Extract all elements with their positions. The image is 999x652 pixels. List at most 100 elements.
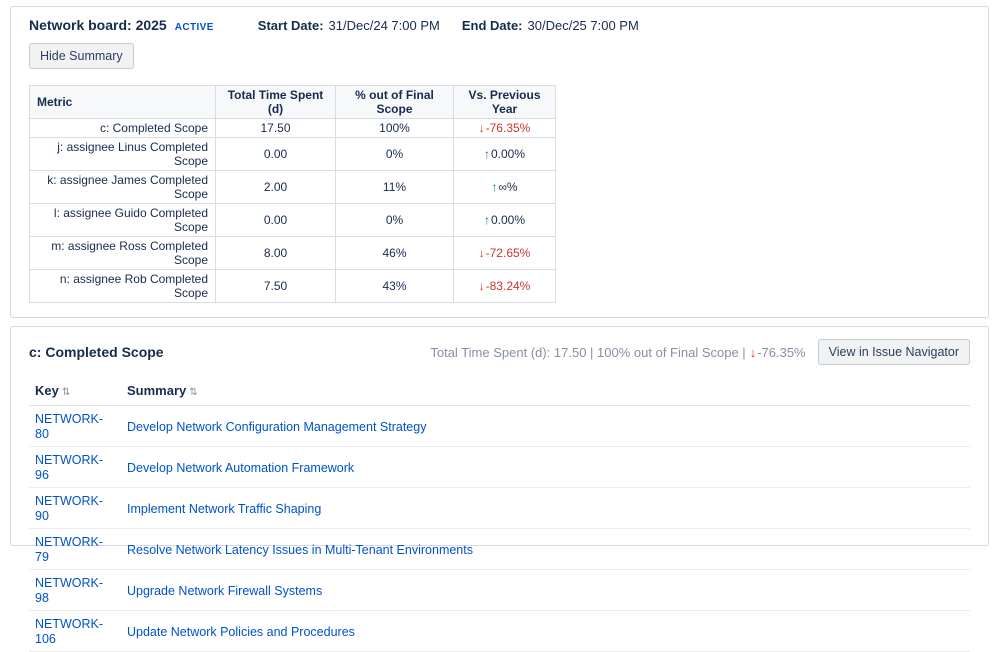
- metric-time: 17.50: [215, 118, 336, 138]
- end-date-value: 30/Dec/25 7:00 PM: [527, 18, 639, 33]
- trend-arrow-icon: ↑: [483, 147, 490, 161]
- issue-summary-link[interactable]: Resolve Network Latency Issues in Multi-…: [127, 542, 473, 557]
- metric-trend: ↓-76.35%: [453, 118, 556, 138]
- issues-header-key[interactable]: Key ⇅: [29, 377, 121, 406]
- sprint-header: Network board: 2025 ACTIVE Start Date: 3…: [29, 17, 970, 33]
- start-date-label: Start Date:: [257, 18, 324, 33]
- issue-key-link[interactable]: NETWORK-80: [35, 412, 104, 441]
- metric-pct: 11%: [335, 170, 454, 204]
- issue-summary-cell: Implement Network Traffic Shaping: [121, 487, 970, 529]
- metric-trend: ↑0.00%: [453, 203, 556, 237]
- issue-key-cell: NETWORK-106: [29, 610, 121, 652]
- issue-key-link[interactable]: NETWORK-90: [35, 494, 104, 523]
- metric-name: j: assignee Linus Completed Scope: [29, 137, 216, 171]
- issue-row: NETWORK-96 Develop Network Automation Fr…: [29, 446, 970, 488]
- issue-key-cell: NETWORK-90: [29, 487, 121, 529]
- sprint-summary-panel: Network board: 2025 ACTIVE Start Date: 3…: [10, 6, 989, 318]
- issue-row: NETWORK-106 Update Network Policies and …: [29, 610, 970, 652]
- metrics-header-metric: Metric: [29, 85, 216, 119]
- trend-value: -83.24%: [485, 279, 531, 293]
- metric-trend: ↓-83.24%: [453, 269, 556, 303]
- issues-header-row: Key ⇅ Summary ⇅: [29, 377, 970, 406]
- metric-trend: ↑∞%: [453, 170, 556, 204]
- issue-key-link[interactable]: NETWORK-98: [35, 576, 104, 605]
- metric-row: j: assignee Linus Completed Scope 0.00 0…: [29, 137, 556, 171]
- issue-key-cell: NETWORK-96: [29, 446, 121, 488]
- issues-table: Key ⇅ Summary ⇅ NETWORK-80 Develop Network…: [29, 377, 970, 652]
- metric-row: l: assignee Guido Completed Scope 0.00 0…: [29, 203, 556, 237]
- metric-row: n: assignee Rob Completed Scope 7.50 43%…: [29, 269, 556, 303]
- issues-header-summary[interactable]: Summary ⇅: [121, 377, 970, 406]
- issue-key-cell: NETWORK-80: [29, 405, 121, 447]
- issue-row: NETWORK-90 Implement Network Traffic Sha…: [29, 487, 970, 529]
- issue-row: NETWORK-98 Upgrade Network Firewall Syst…: [29, 569, 970, 611]
- issue-row: NETWORK-79 Resolve Network Latency Issue…: [29, 528, 970, 570]
- issue-summary-cell: Resolve Network Latency Issues in Multi-…: [121, 528, 970, 570]
- hide-summary-button[interactable]: Hide Summary: [29, 43, 134, 69]
- stats-text: Total Time Spent (d): 17.50 | 100% out o…: [430, 344, 746, 360]
- trend-value: -76.35%: [485, 121, 531, 135]
- issue-key-link[interactable]: NETWORK-106: [35, 617, 104, 646]
- issue-summary-cell: Upgrade Network Firewall Systems: [121, 569, 970, 611]
- issue-summary-cell: Update Network Policies and Procedures: [121, 610, 970, 652]
- metric-row: k: assignee James Completed Scope 2.00 1…: [29, 170, 556, 204]
- trend-value: ∞%: [498, 180, 518, 194]
- trend-arrow-icon: ↑: [483, 213, 490, 227]
- active-badge: ACTIVE: [174, 22, 214, 33]
- trend-arrow-icon: ↓: [478, 246, 485, 260]
- metric-time: 0.00: [215, 137, 336, 171]
- metrics-table: Metric Total Time Spent (d) % out of Fin…: [29, 85, 556, 303]
- metrics-header-trend: Vs. Previous Year: [453, 85, 556, 119]
- summary-header-label: Summary: [127, 383, 187, 398]
- trend-arrow-icon: ↓: [478, 279, 485, 293]
- trend-value: 0.00%: [490, 213, 526, 227]
- metric-trend: ↓-72.65%: [453, 236, 556, 270]
- metric-pct: 0%: [335, 203, 454, 237]
- metric-time: 0.00: [215, 203, 336, 237]
- metric-name: n: assignee Rob Completed Scope: [29, 269, 216, 303]
- issue-summary-cell: Develop Network Configuration Management…: [121, 405, 970, 447]
- trend-value: 0.00%: [490, 147, 526, 161]
- issue-summary-link[interactable]: Develop Network Automation Framework: [127, 460, 355, 475]
- key-header-label: Key: [35, 383, 59, 398]
- issue-summary-link[interactable]: Implement Network Traffic Shaping: [127, 501, 322, 516]
- stats-trend-value: -76.35%: [757, 344, 806, 360]
- sort-icon[interactable]: ⇅: [61, 387, 71, 398]
- completed-scope-header: c: Completed Scope Total Time Spent (d):…: [29, 339, 970, 365]
- issue-row: NETWORK-80 Develop Network Configuration…: [29, 405, 970, 447]
- issue-summary-link[interactable]: Upgrade Network Firewall Systems: [127, 583, 323, 598]
- metric-name: k: assignee James Completed Scope: [29, 170, 216, 204]
- metric-row: m: assignee Ross Completed Scope 8.00 46…: [29, 236, 556, 270]
- metrics-header-time: Total Time Spent (d): [215, 85, 336, 119]
- metric-time: 8.00: [215, 236, 336, 270]
- issue-summary-cell: Develop Network Automation Framework: [121, 446, 970, 488]
- metric-trend: ↑0.00%: [453, 137, 556, 171]
- metric-pct: 0%: [335, 137, 454, 171]
- metric-name: c: Completed Scope: [29, 118, 216, 138]
- metric-pct: 46%: [335, 236, 454, 270]
- end-date-label: End Date:: [461, 18, 523, 33]
- sort-icon[interactable]: ⇅: [189, 387, 198, 398]
- metric-time: 2.00: [215, 170, 336, 204]
- metric-pct: 100%: [335, 118, 454, 138]
- issue-key-cell: NETWORK-98: [29, 569, 121, 611]
- trend-down-arrow-icon: ↓: [749, 344, 757, 360]
- trend-value: -72.65%: [485, 246, 531, 260]
- section-title: c: Completed Scope: [29, 344, 164, 360]
- start-date-value: 31/Dec/24 7:00 PM: [328, 18, 440, 33]
- metric-pct: 43%: [335, 269, 454, 303]
- issue-key-link[interactable]: NETWORK-96: [35, 453, 104, 482]
- issue-key-cell: NETWORK-79: [29, 528, 121, 570]
- trend-arrow-icon: ↓: [478, 121, 485, 135]
- metrics-header-row: Metric Total Time Spent (d) % out of Fin…: [29, 85, 556, 119]
- issue-key-link[interactable]: NETWORK-79: [35, 535, 104, 564]
- view-in-issue-navigator-button[interactable]: View in Issue Navigator: [817, 339, 970, 365]
- issue-summary-link[interactable]: Update Network Policies and Procedures: [127, 624, 355, 639]
- issue-summary-link[interactable]: Develop Network Configuration Management…: [127, 419, 427, 434]
- board-title: Network board: 2025: [29, 17, 167, 33]
- section-header-right: Total Time Spent (d): 17.50 | 100% out o…: [430, 339, 970, 365]
- metrics-header-pct: % out of Final Scope: [335, 85, 454, 119]
- trend-arrow-icon: ↑: [491, 180, 498, 194]
- metric-name: m: assignee Ross Completed Scope: [29, 236, 216, 270]
- metric-name: l: assignee Guido Completed Scope: [29, 203, 216, 237]
